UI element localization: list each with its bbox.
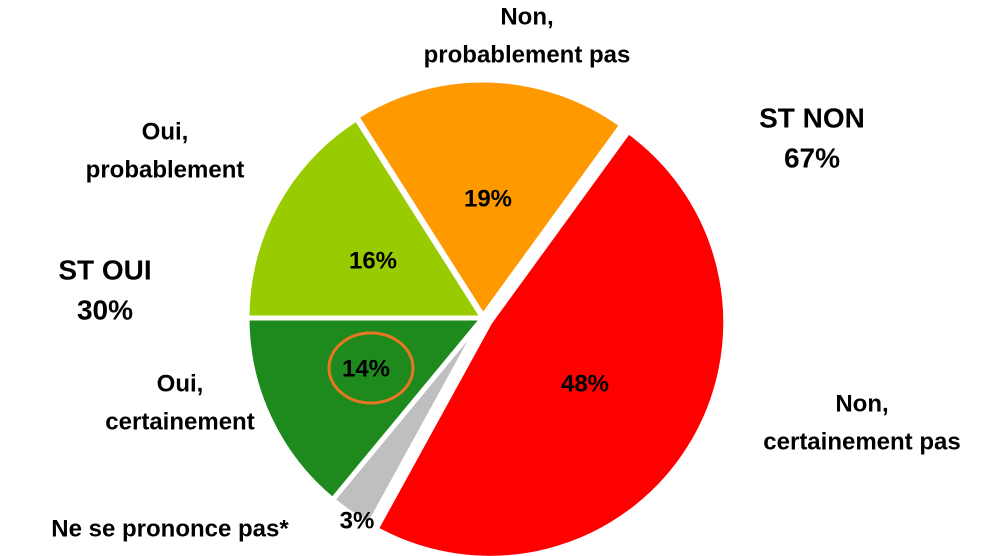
pie-slice [244,116,486,321]
annotation: 30% [77,294,133,325]
value-label: 16% [349,247,397,274]
value-label: 3% [340,507,375,534]
pie-slice [354,77,625,319]
category-label: Ne se prononce pas* [51,515,289,542]
category-label: Oui, [157,370,204,397]
value-label: 14% [342,355,390,382]
value-label: 19% [464,185,512,212]
category-label: certainement pas [763,428,960,455]
value-label: 48% [561,370,609,397]
pie-slice [244,315,486,503]
annotation: ST NON [759,102,865,133]
category-label: Non, [500,3,553,30]
category-label: probablement [86,156,245,183]
category-label: Oui, [142,118,189,145]
highlight-circle [327,331,415,405]
annotation: ST OUI [58,254,151,285]
category-label: probablement pas [424,41,631,68]
category-label: Non, [835,390,888,417]
pie-slice [373,128,729,556]
pie [244,77,729,556]
annotation: 67% [784,142,840,173]
category-label: certainement [105,408,254,435]
